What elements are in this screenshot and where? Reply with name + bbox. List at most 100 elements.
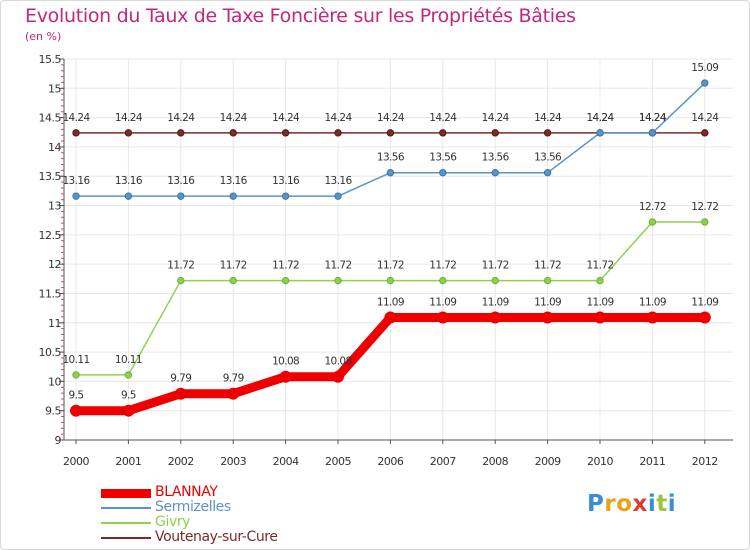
y-tick-label: 13.5 [39, 170, 62, 183]
data-point-givry [596, 276, 604, 285]
y-tick-label: 11.5 [39, 287, 62, 300]
data-point-sermizelles [701, 79, 709, 87]
data-point-givry [491, 276, 499, 285]
data-label-blannay: 11.09 [639, 296, 666, 308]
data-label-givry: 11.72 [534, 260, 561, 272]
data-label-blannay: 10.08 [324, 356, 351, 368]
legend-swatch-givry [101, 522, 151, 524]
y-tick-label: 15 [48, 82, 61, 95]
data-label-givry: 12.72 [639, 201, 666, 213]
data-point-sermizelles [543, 169, 552, 177]
x-tick-label: 2006 [377, 455, 403, 468]
x-tick-label: 2009 [535, 455, 561, 468]
data-point-voutenay-sur-cure [701, 129, 709, 137]
data-label-voutenay-sur-cure: 14.24 [429, 112, 457, 124]
data-label-blannay: 11.09 [691, 296, 718, 308]
legend-swatch-blannay [101, 488, 151, 498]
data-point-blannay [279, 370, 292, 383]
logo-letter: P [587, 491, 605, 517]
data-point-givry [229, 276, 237, 285]
data-label-sermizelles: 13.16 [220, 175, 248, 187]
data-label-givry: 11.72 [377, 260, 404, 272]
legend: BLANNAY Sermizelles Givry Voutenay-sur-Cure [101, 485, 321, 545]
logo-letter: r [604, 491, 617, 517]
data-label-sermizelles: 13.16 [62, 175, 90, 187]
data-label-voutenay-sur-cure: 14.24 [167, 112, 195, 124]
logo-letter: i [647, 491, 657, 517]
data-label-voutenay-sur-cure: 14.24 [377, 112, 405, 124]
data-point-sermizelles [596, 129, 604, 137]
data-point-sermizelles [439, 169, 447, 177]
data-label-sermizelles: 15.09 [691, 62, 718, 74]
data-point-voutenay-sur-cure [229, 129, 237, 137]
y-tick-label: 12.5 [39, 229, 62, 242]
data-point-blannay [174, 387, 187, 400]
plot-area [64, 59, 733, 440]
y-tick-label: 12 [48, 258, 61, 271]
data-label-blannay: 11.09 [534, 296, 561, 308]
data-point-blannay [698, 311, 711, 324]
legend-label-sermizelles: Sermizelles [155, 499, 231, 515]
data-point-voutenay-sur-cure [491, 129, 499, 137]
data-point-voutenay-sur-cure [177, 129, 185, 137]
data-label-sermizelles: 14.24 [639, 112, 667, 124]
x-tick-label: 2011 [639, 455, 665, 468]
data-label-voutenay-sur-cure: 14.24 [115, 112, 143, 124]
data-label-sermizelles: 13.16 [167, 175, 195, 187]
x-tick-label: 2001 [115, 455, 141, 468]
data-label-sermizelles: 13.16 [115, 175, 143, 187]
data-point-voutenay-sur-cure [386, 129, 395, 137]
data-label-blannay: 9.79 [223, 373, 244, 385]
x-tick-label: 2003 [220, 455, 246, 468]
data-label-voutenay-sur-cure: 14.24 [482, 112, 510, 124]
data-point-voutenay-sur-cure [439, 129, 447, 137]
data-point-blannay [436, 311, 449, 324]
x-tick-label: 2008 [482, 455, 508, 468]
y-tick-label: 11 [48, 317, 61, 330]
x-tick-label: 2002 [168, 455, 194, 468]
logo-letter: x [632, 491, 648, 517]
data-label-voutenay-sur-cure: 14.24 [691, 112, 719, 124]
data-label-blannay: 9.5 [121, 390, 136, 402]
x-tick-label: 2005 [325, 455, 351, 468]
data-label-voutenay-sur-cure: 14.24 [534, 112, 562, 124]
data-label-sermizelles: 13.56 [534, 152, 562, 164]
legend-label-givry: Givry [155, 514, 191, 530]
data-label-voutenay-sur-cure: 14.24 [639, 112, 667, 124]
data-label-givry: 10.11 [115, 354, 142, 366]
data-point-givry [701, 218, 709, 226]
legend-swatch-voutenay-sur-cure [101, 537, 151, 539]
data-point-givry [543, 276, 552, 285]
data-point-blannay [646, 311, 659, 324]
data-point-voutenay-sur-cure [72, 129, 80, 137]
data-point-blannay [594, 311, 606, 324]
y-tick-label: 15.5 [39, 53, 62, 66]
legend-item-givry: Givry [101, 515, 321, 530]
data-label-givry: 11.72 [324, 260, 351, 272]
data-point-sermizelles [229, 192, 237, 200]
legend-item-voutenay-sur-cure: Voutenay-sur-Cure [101, 530, 321, 545]
data-point-sermizelles [386, 169, 395, 177]
data-point-blannay [122, 404, 135, 417]
data-point-givry [281, 276, 290, 285]
data-point-givry [72, 371, 80, 379]
data-label-blannay: 9.5 [69, 390, 84, 402]
chart-title: Evolution du Taux de Taxe Foncière sur l… [25, 5, 576, 27]
data-label-sermizelles: 13.16 [272, 175, 300, 187]
data-label-givry: 11.72 [586, 260, 613, 272]
data-point-blannay [70, 404, 82, 417]
data-point-sermizelles [281, 192, 290, 200]
data-point-sermizelles [72, 192, 80, 200]
data-point-blannay [332, 370, 344, 383]
data-label-givry: 11.72 [429, 260, 456, 272]
legend-label-blannay: BLANNAY [155, 484, 218, 500]
data-label-blannay: 11.09 [482, 296, 509, 308]
data-point-blannay [384, 311, 397, 324]
data-point-voutenay-sur-cure [334, 129, 342, 137]
x-tick-label: 2010 [587, 455, 613, 468]
data-point-voutenay-sur-cure [124, 129, 133, 137]
data-label-voutenay-sur-cure: 14.24 [586, 112, 614, 124]
data-label-sermizelles: 13.56 [429, 152, 457, 164]
